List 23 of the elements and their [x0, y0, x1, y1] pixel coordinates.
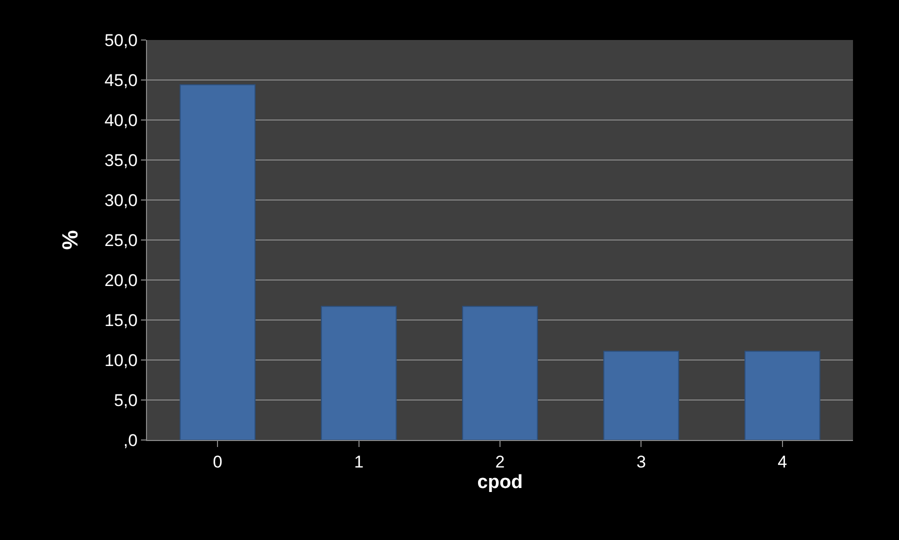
x-tick-label: 3: [636, 452, 646, 472]
y-tick-label: 20,0: [104, 270, 138, 290]
x-tick-label: 0: [212, 452, 222, 472]
x-tick-label: 1: [354, 452, 364, 472]
bar: [462, 306, 538, 440]
y-tick-label: 15,0: [104, 310, 138, 330]
y-axis-title: %: [57, 230, 82, 250]
y-tick-label: ,0: [123, 430, 138, 450]
y-tick-label: 30,0: [104, 190, 138, 210]
y-tick-label: 25,0: [104, 230, 138, 250]
y-tick-label: 50,0: [104, 30, 138, 50]
x-tick-label: 4: [778, 452, 788, 472]
x-tick-label: 2: [495, 452, 505, 472]
bar: [180, 84, 256, 440]
y-tick-label: 10,0: [104, 350, 138, 370]
bar: [744, 350, 820, 440]
y-tick-label: 5,0: [114, 390, 138, 410]
bar: [603, 350, 680, 440]
y-tick-label: 40,0: [104, 110, 138, 130]
y-tick-label: 45,0: [104, 70, 138, 90]
x-axis-title: cpod: [477, 472, 523, 494]
bar: [320, 306, 397, 440]
y-tick-label: 35,0: [104, 150, 138, 170]
